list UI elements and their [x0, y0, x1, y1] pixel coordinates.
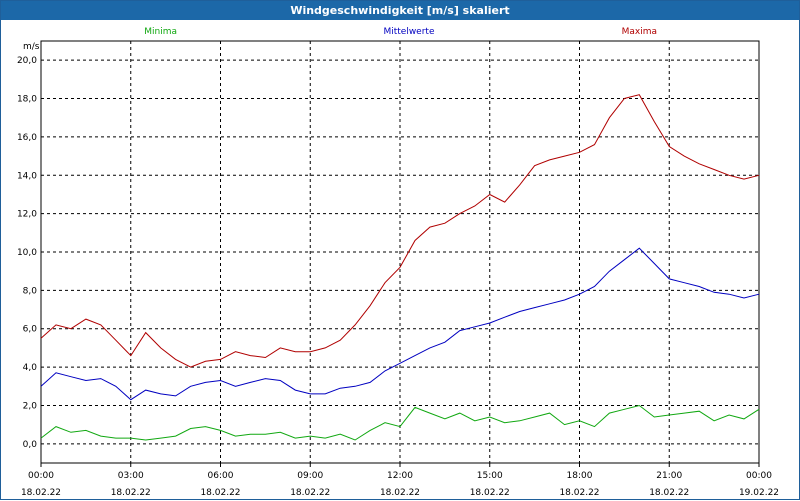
x-tick-time: 12:00 — [387, 471, 413, 481]
legend-minima: Minima — [144, 27, 177, 37]
series-line-minima — [40, 404, 760, 441]
x-tick-date: 18.02.22 — [21, 488, 61, 498]
x-tick-date: 18.02.22 — [649, 488, 689, 498]
y-axis-unit-label: m/s — [23, 42, 40, 52]
x-tick-date: 18.02.22 — [559, 488, 599, 498]
y-tick-label: 12,0 — [17, 210, 37, 220]
x-tick-labels: 00:00 18.02.22 03:00 18.02.22 06:00 18.02.22 0… — [21, 471, 779, 498]
y-tick-label: 20,0 — [17, 56, 37, 66]
y-tick-label: 8,0 — [23, 286, 38, 296]
y-tick-label: 14,0 — [17, 171, 37, 181]
series-line-mittelwerte — [40, 247, 760, 401]
y-tick-label: 10,0 — [17, 248, 37, 258]
x-tick-date: 18.02.22 — [470, 488, 510, 498]
x-tick-time: 03:00 — [118, 471, 144, 481]
y-tick-label: 4,0 — [23, 363, 38, 373]
x-tick-time: 09:00 — [297, 471, 323, 481]
x-tick-date: 18.02.22 — [111, 488, 151, 498]
x-tick-date: 18.02.22 — [290, 488, 330, 498]
plot-frame — [40, 40, 760, 464]
x-tick-time: 00:00 — [746, 471, 772, 481]
y-tick-label: 6,0 — [23, 325, 38, 335]
legend-mittelwerte: Mittelwerte — [383, 27, 434, 37]
x-tick-date: 18.02.22 — [200, 488, 240, 498]
x-tick-date: 18.02.22 — [380, 488, 420, 498]
y-tick-label: 0,0 — [23, 440, 38, 450]
x-tick-time: 15:00 — [477, 471, 503, 481]
x-tick-date: 19.02.22 — [739, 488, 779, 498]
y-tick-label: 18,0 — [17, 95, 37, 105]
y-tick-label: 16,0 — [17, 133, 37, 143]
y-tick-labels: 0,0 2,0 4,0 6,0 8,0 10,0 12,0 14,0 16,0 18,0 20,0 — [17, 56, 37, 450]
series-line-maxima — [40, 94, 760, 368]
x-tick-time: 06:00 — [208, 471, 234, 481]
plot-border — [40, 40, 760, 464]
grid-lines — [40, 41, 760, 467]
window-title: Windgeschwindigkeit [m/s] skaliert — [1, 1, 799, 20]
series-lines — [40, 94, 760, 441]
y-tick-label: 2,0 — [23, 401, 38, 411]
x-tick-time: 18:00 — [567, 471, 593, 481]
x-tick-time: 00:00 — [28, 471, 54, 481]
legend: Minima Mittelwerte Maxima — [144, 27, 657, 37]
wind-speed-chart: 0,02,04,06,08,010,012,014,016,018,020,0 … — [17, 27, 779, 498]
legend-maxima: Maxima — [622, 27, 657, 37]
x-tick-time: 21:00 — [656, 471, 682, 481]
